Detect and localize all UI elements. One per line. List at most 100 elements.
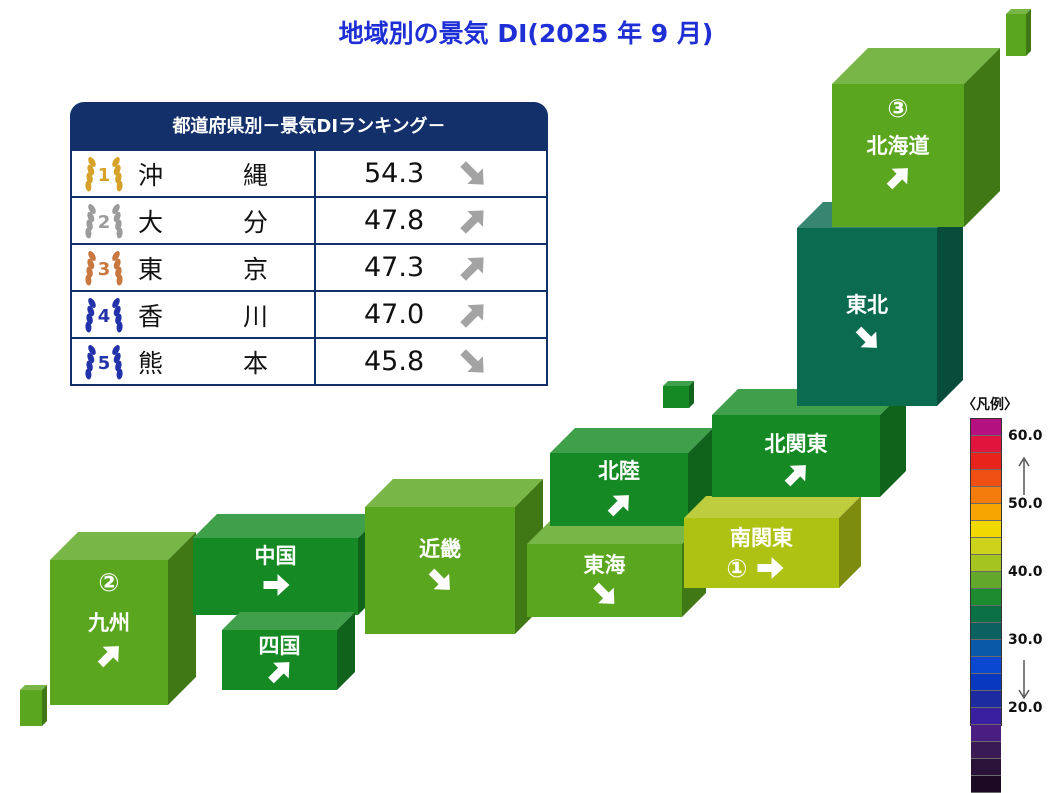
prefecture-char-first: 東 [138, 254, 164, 284]
prefecture-name: 大分 [138, 203, 268, 239]
legend-color-swatch [971, 776, 1001, 793]
prefecture-char-second: 川 [242, 301, 268, 331]
legend-color-swatch [971, 419, 1001, 436]
legend-color-swatch [971, 759, 1001, 776]
block-front [50, 560, 168, 705]
region-hokkaido: ③ 北海道 [832, 48, 1000, 227]
legend-color-swatch [971, 555, 1001, 572]
block-top [684, 496, 861, 518]
trend-arrow-icon [460, 160, 484, 185]
legend-color-swatch [971, 623, 1001, 640]
prefecture-char-first: 大 [138, 207, 164, 237]
legend-color-swatch [971, 504, 1001, 521]
region-minamikanto: 南関東 ① [684, 496, 861, 588]
prefecture-ranking: 都道府県別－景気DIランキング－ 1 沖縄 54.3 2 大分 47.8 3 東京 47.3 4 香… [70, 102, 548, 386]
rank-number: 4 [98, 306, 111, 327]
region-name: 近畿 [419, 537, 461, 561]
region-name: 中国 [255, 544, 297, 568]
di-value: 54.3 [364, 158, 425, 189]
di-value: 47.3 [364, 252, 425, 283]
di-value: 45.8 [364, 346, 425, 377]
trend-arrow-icon [263, 574, 290, 596]
prefecture-char-first: 香 [138, 301, 164, 331]
region-rank-mark: ③ [887, 94, 908, 123]
region-name: 東海 [584, 553, 626, 577]
laurel-rank-icon: 1 [85, 156, 123, 191]
legend-color-swatch [971, 606, 1001, 623]
rank-number: 2 [98, 212, 111, 233]
prefecture-name: 香川 [138, 297, 268, 333]
ranking-value-cell: 47.0 [316, 292, 546, 337]
block-side [337, 612, 355, 690]
trend-arrow-icon [784, 465, 806, 487]
prefecture-name: 沖縄 [138, 156, 268, 192]
region-name: 四国 [259, 634, 301, 658]
region-chugoku: 中国 [193, 514, 382, 615]
ranking-row: 2 大分 47.8 [72, 196, 546, 243]
trend-arrow-icon [460, 348, 484, 373]
legend-color-swatch [971, 572, 1001, 589]
legend-tick-label: 60.0 [1008, 428, 1043, 444]
region-name: 九州 [87, 611, 130, 635]
region-name: 北海道 [867, 134, 930, 158]
prefecture-name: 熊本 [138, 344, 268, 380]
block-front [712, 415, 880, 497]
prefecture-char-second: 分 [242, 207, 268, 237]
block-side [937, 202, 963, 406]
trend-arrow-icon [460, 256, 484, 281]
legend-tick-label: 40.0 [1008, 564, 1043, 580]
block-front [365, 507, 515, 634]
ranking-header: 都道府県別－景気DIランキング－ [70, 102, 548, 151]
block-front [193, 538, 358, 615]
prefecture-char-first: 沖 [138, 160, 164, 190]
block-front [222, 630, 337, 690]
block-side [168, 532, 196, 705]
region-hokuriku: 北陸 [550, 428, 713, 526]
legend-color-swatch [971, 691, 1001, 708]
trend-arrow-icon [460, 303, 484, 328]
legend-color-swatch [971, 589, 1001, 606]
region-shikoku: 四国 [222, 612, 355, 690]
block-front [797, 228, 937, 406]
trend-arrow-icon [593, 582, 615, 604]
ranking-value-cell: 54.3 [316, 151, 546, 196]
legend-color-swatch [971, 640, 1001, 657]
legend-color-swatch [971, 725, 1001, 742]
trend-arrow-icon [428, 568, 450, 590]
block-side [964, 48, 1000, 227]
legend-color-swatch [971, 538, 1001, 555]
prefecture-char-second: 本 [242, 348, 268, 378]
laurel-rank-icon: 3 [85, 250, 123, 285]
prefecture-char-second: 縄 [242, 160, 268, 190]
ranking-table: 1 沖縄 54.3 2 大分 47.8 3 東京 47.3 4 香川 47.0 5 熊本 45.8 [70, 151, 548, 386]
region-name: 南関東 [730, 526, 793, 550]
legend-color-swatch [971, 453, 1001, 470]
region-kitakanto: 北関東 [712, 389, 906, 497]
block-front [550, 453, 688, 526]
legend-color-swatch [971, 674, 1001, 691]
block-front [684, 518, 839, 588]
legend-color-swatch [971, 436, 1001, 453]
trend-arrow-icon [757, 557, 784, 579]
prefecture-char-first: 熊 [138, 348, 164, 378]
trend-arrow-icon [855, 326, 877, 348]
prefecture-char-second: 京 [242, 254, 268, 284]
block-front [832, 84, 964, 227]
laurel-rank-icon: 2 [85, 203, 123, 238]
rank-number: 5 [98, 353, 111, 374]
legend-color-swatch [971, 708, 1001, 725]
trend-arrow-icon [460, 209, 484, 234]
block-top [222, 612, 355, 630]
block-front [527, 544, 682, 617]
trend-arrow-icon [886, 168, 908, 190]
ranking-row: 3 東 京 47.3 [72, 243, 546, 290]
block-top [193, 514, 382, 538]
legend-tick-label: 30.0 [1008, 632, 1043, 648]
legend-color-swatch [971, 521, 1001, 538]
block-top [50, 532, 196, 560]
